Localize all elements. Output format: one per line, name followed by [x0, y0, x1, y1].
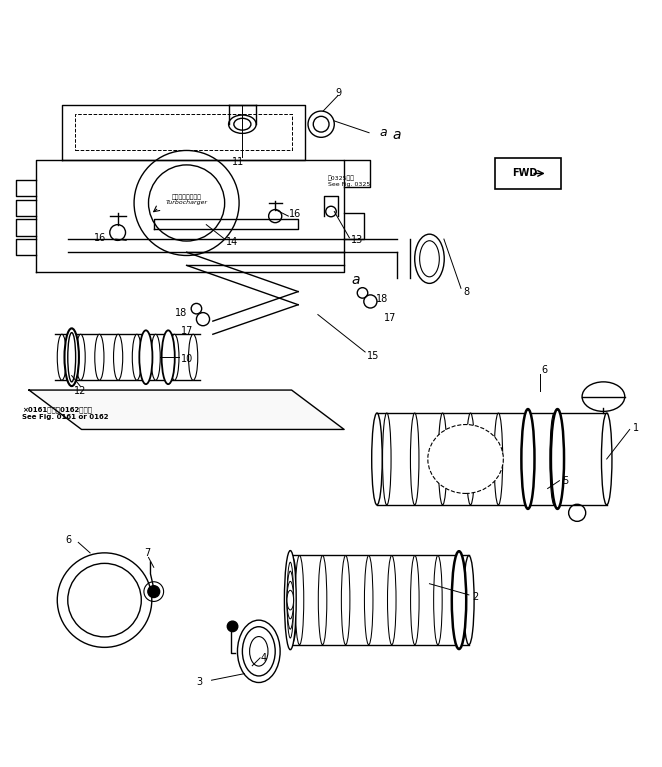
Text: 14: 14 [226, 237, 238, 247]
FancyBboxPatch shape [495, 158, 561, 189]
Text: 12: 12 [73, 387, 86, 397]
Text: a: a [352, 273, 360, 287]
Text: 15: 15 [367, 351, 379, 361]
Circle shape [148, 586, 160, 597]
Polygon shape [29, 390, 344, 430]
Ellipse shape [420, 241, 440, 277]
Text: 8: 8 [463, 287, 470, 297]
Ellipse shape [318, 555, 327, 645]
Text: 6: 6 [65, 535, 71, 545]
Ellipse shape [602, 413, 612, 505]
Text: 困0325参照
See Fig. 0325: 困0325参照 See Fig. 0325 [328, 176, 370, 187]
Text: 16: 16 [289, 209, 301, 219]
Text: a: a [393, 128, 401, 143]
Text: 18: 18 [375, 295, 388, 304]
Text: 4: 4 [261, 653, 267, 663]
Text: ターボチャージャ
Turbocharger: ターボチャージャ Turbocharger [166, 194, 208, 206]
Ellipse shape [95, 334, 104, 380]
Ellipse shape [466, 413, 475, 505]
Ellipse shape [414, 234, 444, 283]
Ellipse shape [582, 382, 625, 411]
Text: 18: 18 [175, 308, 187, 318]
Text: 1: 1 [633, 423, 639, 433]
Ellipse shape [287, 562, 293, 638]
Ellipse shape [522, 409, 534, 509]
Text: 17: 17 [181, 326, 194, 336]
Text: 5: 5 [562, 476, 568, 486]
Ellipse shape [132, 334, 142, 380]
Ellipse shape [238, 621, 280, 683]
Ellipse shape [438, 413, 447, 505]
Ellipse shape [113, 334, 122, 380]
Ellipse shape [387, 555, 396, 645]
Ellipse shape [287, 571, 293, 629]
Ellipse shape [64, 328, 79, 386]
Text: FWD: FWD [512, 169, 538, 179]
Ellipse shape [68, 333, 75, 382]
Text: 13: 13 [351, 235, 363, 245]
Text: 3: 3 [197, 676, 203, 686]
Ellipse shape [234, 118, 251, 130]
Ellipse shape [342, 555, 350, 645]
Text: 17: 17 [383, 313, 396, 323]
Ellipse shape [287, 581, 293, 619]
Ellipse shape [189, 334, 198, 380]
Ellipse shape [494, 413, 502, 505]
Ellipse shape [250, 637, 268, 666]
Ellipse shape [285, 551, 296, 650]
Ellipse shape [242, 627, 275, 676]
Text: 10: 10 [181, 354, 193, 364]
Ellipse shape [410, 555, 419, 645]
Ellipse shape [139, 331, 152, 384]
Ellipse shape [365, 555, 373, 645]
Ellipse shape [451, 551, 466, 649]
Text: 6: 6 [541, 365, 547, 375]
Ellipse shape [295, 555, 304, 645]
Ellipse shape [228, 115, 256, 133]
Ellipse shape [287, 555, 297, 645]
Text: 7: 7 [144, 548, 150, 558]
Text: 9: 9 [336, 88, 342, 98]
Ellipse shape [76, 334, 85, 380]
Text: 11: 11 [232, 156, 244, 166]
Ellipse shape [383, 413, 391, 505]
Ellipse shape [287, 591, 293, 610]
Ellipse shape [371, 413, 382, 505]
Ellipse shape [463, 555, 474, 645]
Text: 16: 16 [94, 232, 107, 243]
Ellipse shape [550, 413, 559, 505]
Ellipse shape [434, 555, 442, 645]
Circle shape [227, 621, 238, 632]
Ellipse shape [162, 331, 175, 384]
Ellipse shape [428, 424, 503, 493]
Ellipse shape [57, 334, 66, 380]
Text: a: a [380, 127, 387, 140]
Ellipse shape [169, 334, 179, 380]
Ellipse shape [551, 409, 564, 509]
Ellipse shape [457, 555, 465, 645]
Text: ×0161または0162図参照
See Fig. 0161 or 0162: ×0161または0162図参照 See Fig. 0161 or 0162 [23, 407, 109, 420]
Ellipse shape [410, 413, 419, 505]
Ellipse shape [522, 413, 530, 505]
Ellipse shape [151, 334, 160, 380]
Text: 2: 2 [472, 592, 479, 602]
